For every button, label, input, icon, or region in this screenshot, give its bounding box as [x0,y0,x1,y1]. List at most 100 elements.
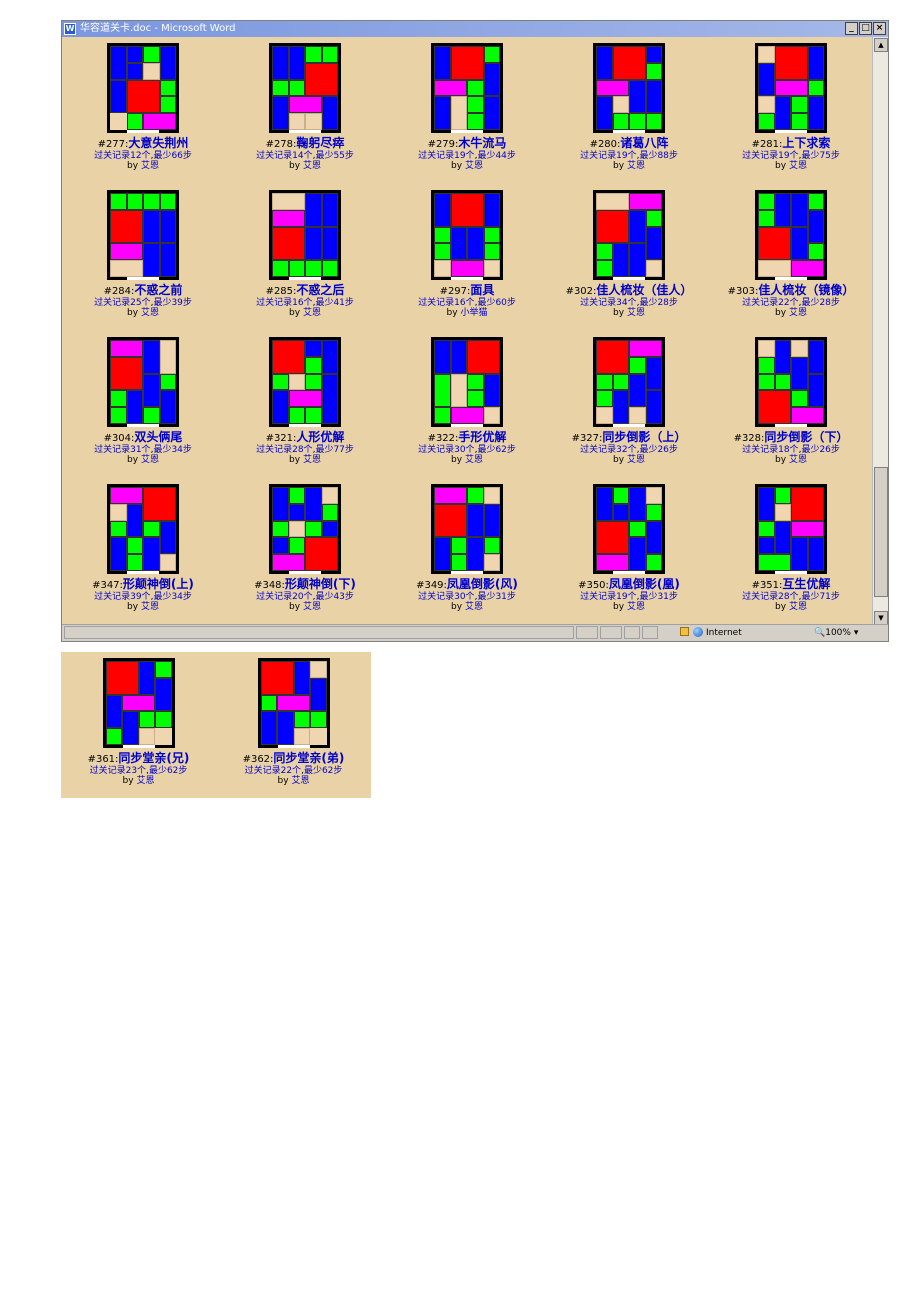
puzzle-card[interactable]: #304:双头俩尾 过关记录31个,最少34步 by 艾恩 [62,331,224,478]
puzzle-name-link[interactable]: 手形优解 [458,430,507,444]
scroll-thumb[interactable] [874,467,888,597]
scroll-down-arrow-icon[interactable]: ▼ [874,611,888,625]
puzzle-board[interactable] [431,43,503,133]
puzzle-board[interactable] [269,190,341,280]
puzzle-card[interactable]: #278:鞠躬尽瘁 过关记录14个,最少55步 by 艾恩 [224,37,386,184]
puzzle-card[interactable]: #277:大意失荆州 过关记录12个,最少66步 by 艾恩 [62,37,224,184]
puzzle-card[interactable]: #348:形颠神倒(下) 过关记录20个,最少43步 by 艾恩 [224,478,386,625]
puzzle-name-link[interactable]: 互生优解 [782,577,831,591]
author-link[interactable]: 艾恩 [626,308,645,318]
puzzle-board[interactable] [102,658,175,748]
puzzle-board[interactable] [431,190,503,280]
puzzle-board[interactable] [107,484,179,574]
author-link[interactable]: 艾恩 [788,161,807,171]
author-link[interactable]: 艾恩 [626,455,645,465]
puzzle-card[interactable]: #284:不惑之前 过关记录25个,最少39步 by 艾恩 [62,184,224,331]
word-app-icon[interactable]: W [64,23,76,35]
puzzle-card[interactable]: #327:同步倒影（上） 过关记录32个,最少26步 by 艾恩 [548,331,710,478]
puzzle-board[interactable] [755,337,827,427]
author-link[interactable]: 艾恩 [136,776,155,786]
puzzle-card[interactable]: #350:凤凰倒影(凰) 过关记录19个,最少31步 by 艾恩 [548,478,710,625]
author-link[interactable]: 艾恩 [302,308,321,318]
puzzle-name-link[interactable]: 大意失荆州 [128,136,189,150]
puzzle-board[interactable] [107,43,179,133]
puzzle-board[interactable] [755,43,827,133]
author-link[interactable]: 艾恩 [140,161,159,171]
vertical-scrollbar[interactable]: ▲ ▼ [872,37,888,626]
puzzle-name-link[interactable]: 佳人梳妆（佳人） [596,283,693,297]
puzzle-name-link[interactable]: 鞠躬尽瘁 [296,136,345,150]
scroll-up-arrow-icon[interactable]: ▲ [874,38,888,52]
puzzle-name-link[interactable]: 凤凰倒影(凰) [608,577,680,591]
puzzle-board[interactable] [269,337,341,427]
puzzle-board[interactable] [431,484,503,574]
puzzle-name-link[interactable]: 形颠神倒(下) [284,577,356,591]
author-link[interactable]: 艾恩 [788,602,807,612]
author-link[interactable]: 小举猫 [460,308,488,318]
puzzle-name-link[interactable]: 双头俩尾 [134,430,183,444]
author-link[interactable]: 艾恩 [464,602,483,612]
puzzle-name-link[interactable]: 上下求索 [782,136,831,150]
maximize-button[interactable]: □ [859,22,872,35]
puzzle-board[interactable] [593,190,665,280]
puzzle-name-link[interactable]: 木牛流马 [458,136,507,150]
puzzle-block [450,260,484,277]
puzzle-block [467,79,484,97]
puzzle-name-link[interactable]: 同步倒影（上） [602,430,687,444]
puzzle-card[interactable]: #361:同步堂亲(兄) 过关记录23个,最少62步 by 艾恩 [61,652,216,798]
puzzle-board[interactable] [269,484,341,574]
author-link[interactable]: 艾恩 [302,455,321,465]
puzzle-name-link[interactable]: 人形优解 [296,430,345,444]
zoom-dropdown-icon[interactable]: ▾ [853,628,859,638]
puzzle-card[interactable]: #362:同步堂亲(弟) 过关记录22个,最少62步 by 艾恩 [216,652,371,798]
puzzle-card[interactable]: #280:诸葛八阵 过关记录19个,最少88步 by 艾恩 [548,37,710,184]
puzzle-card[interactable]: #321:人形优解 过关记录28个,最少77步 by 艾恩 [224,331,386,478]
puzzle-name-link[interactable]: 面具 [470,283,495,297]
puzzle-name-link[interactable]: 同步倒影（下） [764,430,849,444]
author-link[interactable]: 艾恩 [140,455,159,465]
puzzle-card[interactable]: #302:佳人梳妆（佳人） 过关记录34个,最少28步 by 艾恩 [548,184,710,331]
puzzle-card[interactable]: #322:手形优解 过关记录30个,最少62步 by 艾恩 [386,331,548,478]
close-button[interactable]: × [873,22,886,35]
puzzle-board[interactable] [269,43,341,133]
puzzle-card[interactable]: #297:面具 过关记录16个,最少60步 by 小举猫 [386,184,548,331]
puzzle-card[interactable]: #349:凤凰倒影(风) 过关记录30个,最少31步 by 艾恩 [386,478,548,625]
puzzle-name-link[interactable]: 同步堂亲(弟) [273,751,345,765]
puzzle-name-link[interactable]: 不惑之前 [134,283,183,297]
author-link[interactable]: 艾恩 [140,602,159,612]
puzzle-board[interactable] [755,190,827,280]
puzzle-card[interactable]: #303:佳人梳妆（镜像） 过关记录22个,最少28步 by 艾恩 [710,184,872,331]
puzzle-card[interactable]: #328:同步倒影（下） 过关记录18个,最少26步 by 艾恩 [710,331,872,478]
puzzle-board[interactable] [431,337,503,427]
author-link[interactable]: 艾恩 [626,602,645,612]
author-link[interactable]: 艾恩 [464,161,483,171]
author-link[interactable]: 艾恩 [464,455,483,465]
author-link[interactable]: 艾恩 [302,602,321,612]
author-link[interactable]: 艾恩 [140,308,159,318]
puzzle-card[interactable]: #347:形颠神倒(上) 过关记录39个,最少34步 by 艾恩 [62,478,224,625]
puzzle-board[interactable] [107,337,179,427]
puzzle-name-link[interactable]: 形颠神倒(上) [122,577,194,591]
puzzle-name-link[interactable]: 凤凰倒影(风) [446,577,518,591]
puzzle-card[interactable]: #279:木牛流马 过关记录19个,最少44步 by 艾恩 [386,37,548,184]
puzzle-card[interactable]: #351:互生优解 过关记录28个,最少71步 by 艾恩 [710,478,872,625]
puzzle-card[interactable]: #281:上下求索 过关记录19个,最少75步 by 艾恩 [710,37,872,184]
puzzle-name-link[interactable]: 诸葛八阵 [620,136,669,150]
minimize-button[interactable]: _ [845,22,858,35]
puzzle-name-link[interactable]: 同步堂亲(兄) [118,751,190,765]
author-link[interactable]: 艾恩 [788,455,807,465]
puzzle-board[interactable] [593,337,665,427]
author-link[interactable]: 艾恩 [788,308,807,318]
puzzle-board[interactable] [257,658,330,748]
puzzle-name-link[interactable]: 不惑之后 [296,283,345,297]
author-link[interactable]: 艾恩 [302,161,321,171]
puzzle-name-link[interactable]: 佳人梳妆（镜像） [758,283,855,297]
puzzle-board[interactable] [593,43,665,133]
author-link[interactable]: 艾恩 [291,776,310,786]
puzzle-board[interactable] [755,484,827,574]
puzzle-card[interactable]: #285:不惑之后 过关记录16个,最少41步 by 艾恩 [224,184,386,331]
puzzle-board[interactable] [593,484,665,574]
puzzle-board[interactable] [107,190,179,280]
zoom-control[interactable]: 🔍100% ▾ [814,626,874,639]
author-link[interactable]: 艾恩 [626,161,645,171]
